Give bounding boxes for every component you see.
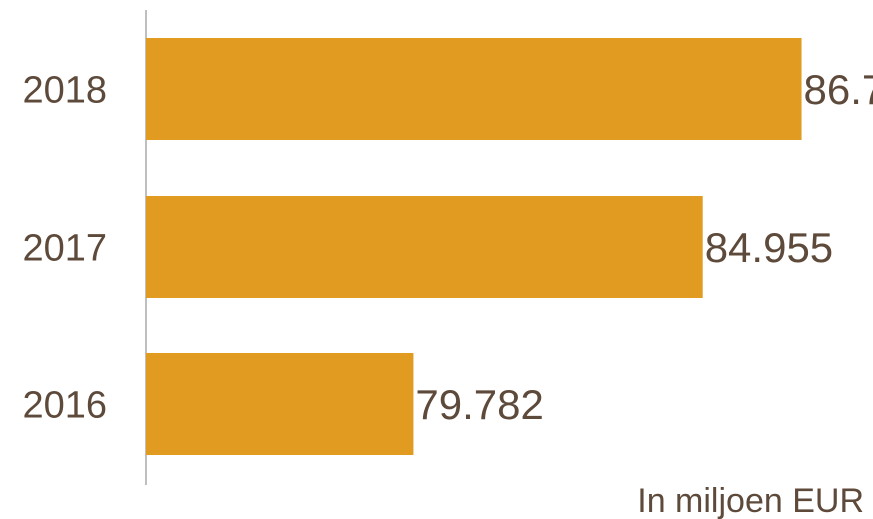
category-label-2017: 2017 [22, 227, 107, 269]
bar-2018 [146, 38, 802, 140]
category-label-2016: 2016 [22, 384, 107, 426]
data-label-2016: 79.782 [415, 381, 543, 428]
data-label-2018: 86.722 [804, 66, 873, 113]
category-label-2018: 2018 [22, 69, 107, 111]
unit-label: In miljoen EUR [637, 482, 864, 519]
data-label-2017: 84.955 [705, 224, 833, 271]
bars-layer: 2018 86.722 2017 84.955 2016 79.782 [22, 38, 873, 455]
bar-2017 [146, 196, 703, 298]
bar-2016 [146, 353, 414, 455]
